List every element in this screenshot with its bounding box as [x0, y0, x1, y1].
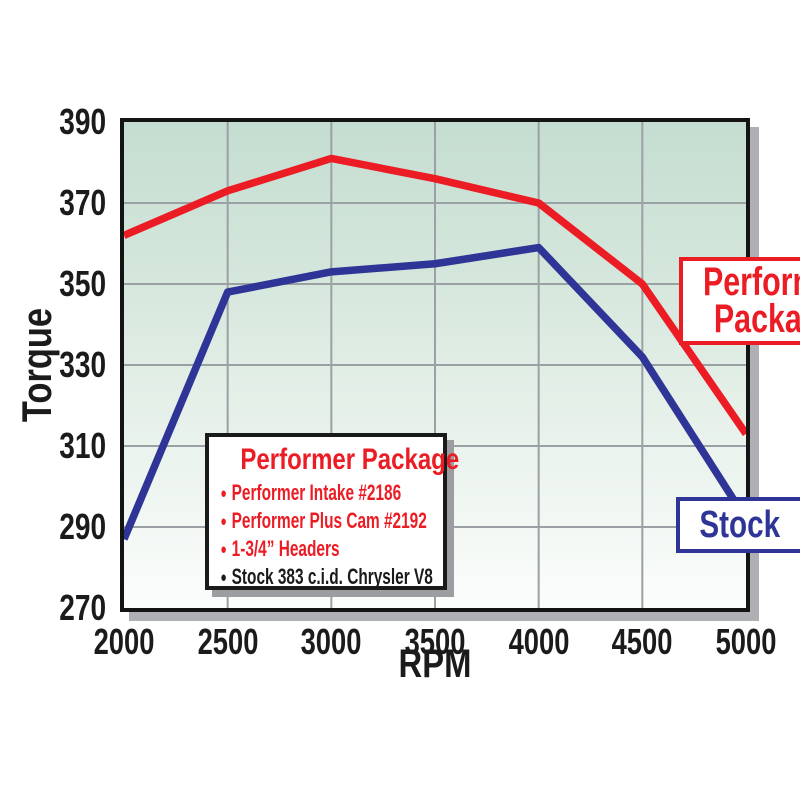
- x-tick-label: 2500: [197, 621, 259, 662]
- x-tick-label: 5000: [715, 621, 777, 662]
- performer-package-label-text: Performer Package: [702, 260, 800, 341]
- y-tick-label: 370: [59, 182, 106, 223]
- x-axis-title: RPM: [398, 642, 472, 686]
- spec-item: ● Stock 383 c.i.d. Chrysler V8: [219, 563, 432, 591]
- x-tick-label: 3500: [404, 621, 466, 662]
- x-tick-label: 4000: [508, 621, 570, 662]
- bullet-icon: ●: [220, 568, 227, 586]
- spec-box-items: ● Performer Intake #2186 ● Performer Plus C…: [219, 479, 433, 591]
- x-tick-label: 3000: [300, 621, 362, 662]
- y-tick-label: 310: [59, 425, 106, 466]
- y-tick-label: 270: [59, 587, 106, 628]
- stock-label-text: Stock: [699, 504, 781, 546]
- y-tick-label: 290: [59, 506, 106, 547]
- spec-box: Performer Package ● Performer Intake #218…: [205, 433, 460, 591]
- bullet-icon: ●: [220, 512, 227, 530]
- spec-item-text: Stock 383 c.i.d. Chrysler V8: [231, 564, 433, 589]
- spec-item: ● Performer Plus Cam #2192: [219, 507, 426, 535]
- y-tick-label: 390: [59, 101, 106, 142]
- x-tick-label: 2000: [93, 621, 155, 662]
- series-line-stock: [124, 243, 746, 541]
- y-tick-label: 330: [59, 344, 106, 385]
- x-axis-tick-labels: 2000 2500 3000 3500 4000 4500 5000: [94, 621, 777, 664]
- spec-item-text: Performer Intake #2186: [231, 480, 402, 505]
- spec-box-title: Performer Package: [240, 443, 460, 476]
- spec-item-text: 1-3/4” Headers: [231, 536, 340, 561]
- spec-item: ● Performer Intake #2186: [219, 479, 401, 507]
- y-axis-tick-labels: 270 290 310 330 350 370 390: [0, 104, 112, 626]
- bullet-icon: ●: [220, 484, 227, 502]
- stock-series-label: Stock: [676, 497, 800, 553]
- x-tick-label: 4500: [611, 621, 673, 662]
- series-line-performer-package: [124, 154, 746, 436]
- spec-item: ● 1-3/4” Headers: [219, 535, 369, 563]
- spec-item-text: Performer Plus Cam #2192: [231, 508, 427, 533]
- bullet-icon: ●: [220, 540, 227, 558]
- performer-package-series-label: Performer Package: [679, 257, 800, 345]
- y-tick-label: 350: [59, 263, 106, 304]
